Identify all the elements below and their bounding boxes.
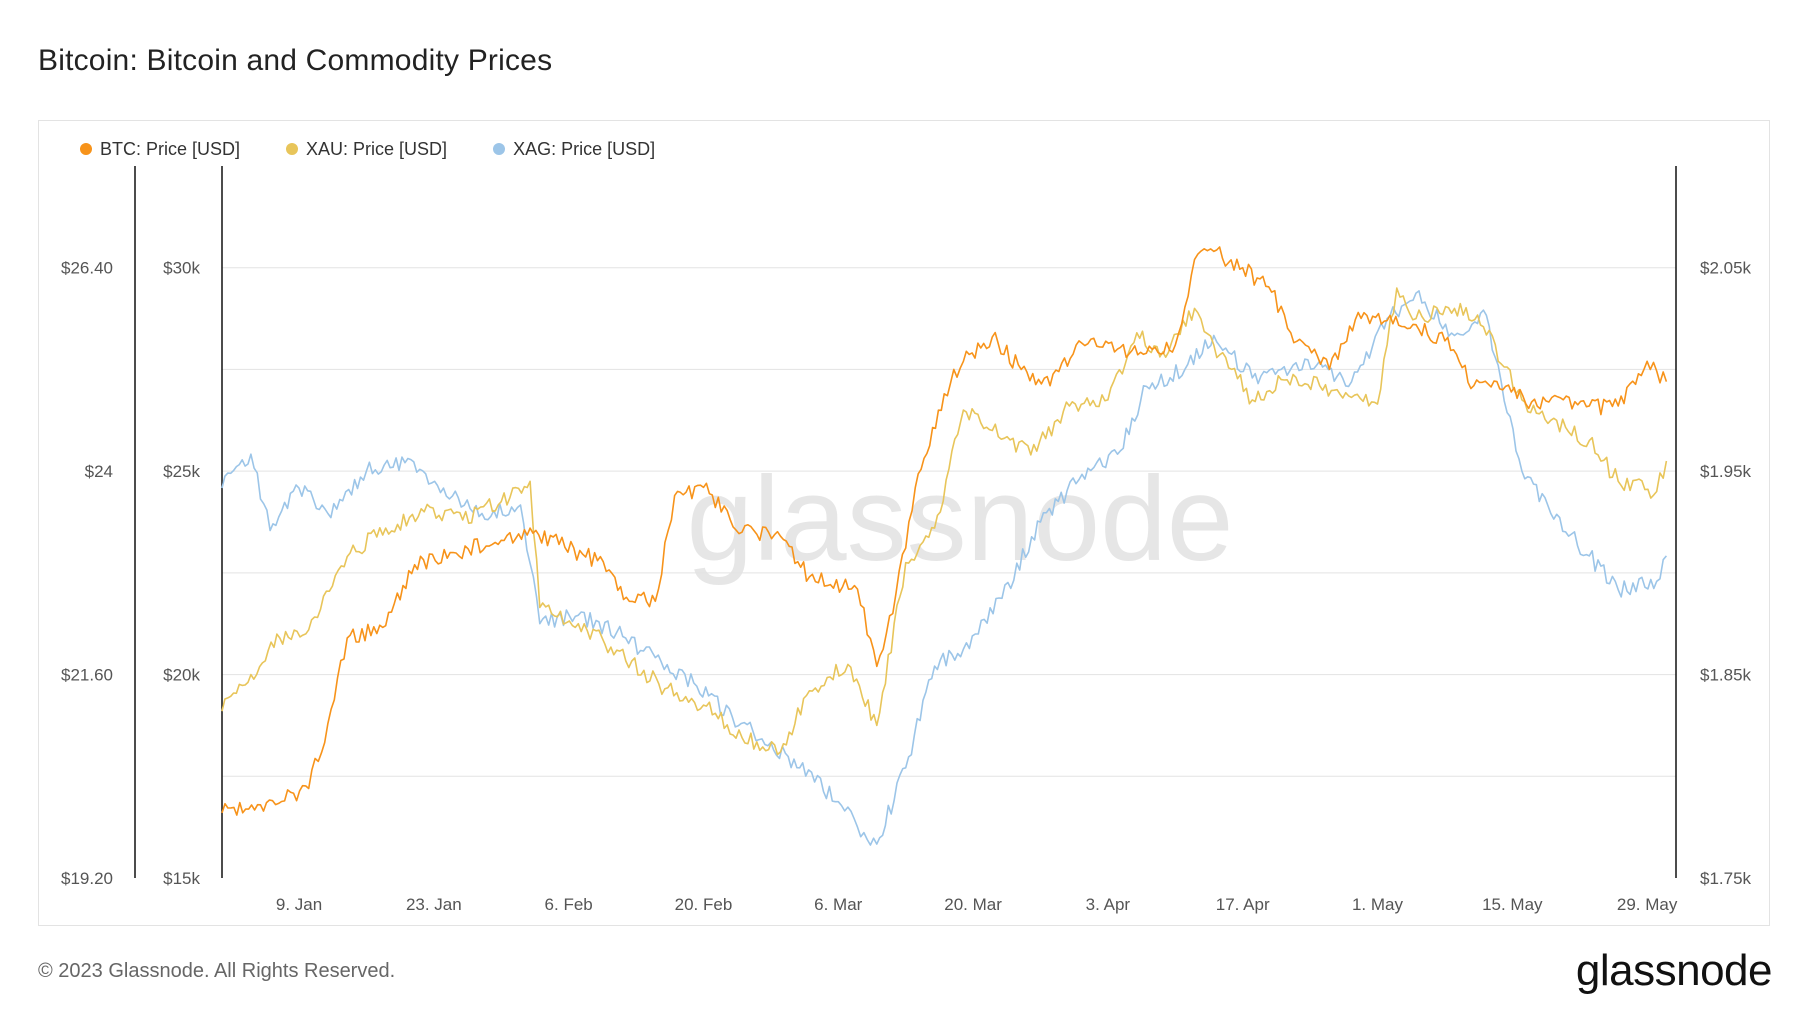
btc-tick-label: $25k bbox=[163, 462, 200, 481]
xau-tick-label: $1.85k bbox=[1700, 666, 1752, 685]
legend-item-btc[interactable]: BTC: Price [USD] bbox=[80, 139, 240, 160]
legend-label-btc: BTC: Price [USD] bbox=[100, 138, 241, 159]
legend-dot-btc bbox=[80, 143, 92, 155]
xag-tick-label: $24 bbox=[85, 462, 113, 481]
x-tick-label: 17. Apr bbox=[1216, 895, 1270, 914]
glassnode-logo: glassnode bbox=[1575, 946, 1773, 995]
series-line-xag bbox=[221, 290, 1668, 846]
xau-tick-label: $1.95k bbox=[1700, 462, 1752, 481]
legend-label-xau: XAU: Price [USD] bbox=[306, 138, 448, 159]
xau-tick-label: $2.05k bbox=[1700, 259, 1752, 278]
btc-tick-label: $30k bbox=[163, 259, 200, 278]
x-tick-label: 15. May bbox=[1482, 895, 1543, 914]
x-tick-label: 3. Apr bbox=[1086, 895, 1131, 914]
legend-dot-xag bbox=[493, 143, 506, 155]
chart-title: Bitcoin: Bitcoin and Commodity Prices bbox=[38, 44, 553, 77]
legend-item-xag[interactable]: XAG: Price [USD] bbox=[493, 139, 655, 160]
x-tick-label: 20. Feb bbox=[675, 895, 733, 914]
legend-label-xag: XAG: Price [USD] bbox=[513, 138, 656, 159]
legend-dot-xau bbox=[286, 143, 299, 155]
copyright-text: © 2023 Glassnode. All Rights Reserved. bbox=[38, 960, 396, 982]
series-line-xau bbox=[221, 287, 1668, 756]
btc-tick-label: $15k bbox=[163, 869, 200, 888]
xag-tick-label: $19.20 bbox=[61, 869, 113, 888]
xag-tick-label: $26.40 bbox=[61, 259, 113, 278]
xag-tick-label: $21.60 bbox=[61, 666, 113, 685]
watermark-text: glassnode bbox=[686, 452, 1233, 586]
x-tick-label: 23. Jan bbox=[406, 895, 462, 914]
x-tick-label: 1. May bbox=[1352, 895, 1404, 914]
chart-panel bbox=[38, 120, 1770, 926]
legend-item-xau[interactable]: XAU: Price [USD] bbox=[286, 139, 447, 160]
x-tick-label: 6. Feb bbox=[545, 895, 593, 914]
x-tick-label: 29. May bbox=[1617, 895, 1678, 914]
btc-tick-label: $20k bbox=[163, 666, 200, 685]
series-line-btc bbox=[221, 246, 1668, 816]
x-tick-label: 9. Jan bbox=[276, 895, 322, 914]
legend: BTC: Price [USD] XAU: Price [USD] XAG: P… bbox=[80, 137, 655, 161]
xau-tick-label: $1.75k bbox=[1700, 869, 1752, 888]
x-tick-label: 6. Mar bbox=[814, 895, 863, 914]
x-tick-label: 20. Mar bbox=[944, 895, 1002, 914]
